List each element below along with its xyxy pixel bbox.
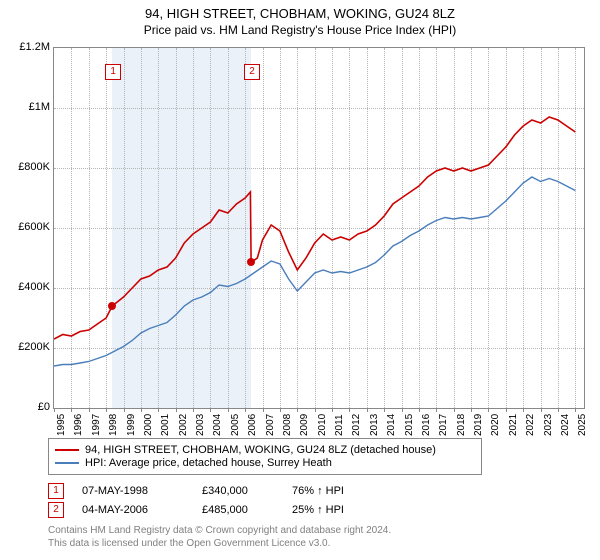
y-axis-label: £200K: [5, 341, 50, 353]
x-axis-label: 2025: [577, 414, 588, 436]
marker-label-2: 2: [244, 64, 260, 80]
legend-row-hpi: HPI: Average price, detached house, Surr…: [55, 457, 475, 469]
x-axis-label: 2003: [195, 414, 206, 436]
chart-area: 12 £0£200K£400K£600K£800K£1M£1.2M1995199…: [5, 41, 595, 436]
footer-attribution: Contains HM Land Registry data © Crown c…: [48, 525, 391, 550]
series-property: [54, 117, 575, 339]
x-axis-label: 2017: [438, 414, 449, 436]
y-axis-label: £0: [5, 401, 50, 413]
legend-label: HPI: Average price, detached house, Surr…: [85, 457, 332, 469]
x-axis-label: 1996: [73, 414, 84, 436]
line-series-svg: [54, 48, 584, 408]
x-axis-label: 2010: [317, 414, 328, 436]
transaction-price: £485,000: [202, 504, 292, 516]
x-axis-label: 2019: [473, 414, 484, 436]
x-axis-label: 1997: [91, 414, 102, 436]
x-axis-label: 2008: [282, 414, 293, 436]
x-axis-label: 2014: [386, 414, 397, 436]
x-axis-label: 1999: [126, 414, 137, 436]
x-axis-label: 2009: [299, 414, 310, 436]
chart-title: 94, HIGH STREET, CHOBHAM, WOKING, GU24 8…: [0, 0, 600, 23]
transaction-date: 07-MAY-1998: [82, 485, 202, 497]
transaction-price: £340,000: [202, 485, 292, 497]
legend-row-property: 94, HIGH STREET, CHOBHAM, WOKING, GU24 8…: [55, 444, 475, 456]
y-axis-label: £400K: [5, 281, 50, 293]
x-axis-label: 2016: [421, 414, 432, 436]
chart-container: 94, HIGH STREET, CHOBHAM, WOKING, GU24 8…: [0, 0, 600, 560]
transaction-date: 04-MAY-2006: [82, 504, 202, 516]
legend-box: 94, HIGH STREET, CHOBHAM, WOKING, GU24 8…: [48, 438, 482, 475]
chart-subtitle: Price paid vs. HM Land Registry's House …: [0, 23, 600, 41]
legend-swatch: [55, 449, 79, 451]
x-axis-label: 2005: [230, 414, 241, 436]
x-axis-label: 2018: [456, 414, 467, 436]
footer-line-2: This data is licensed under the Open Gov…: [48, 538, 391, 551]
x-axis-label: 2007: [265, 414, 276, 436]
footer-line-1: Contains HM Land Registry data © Crown c…: [48, 525, 391, 538]
x-axis-label: 1995: [56, 414, 67, 436]
x-axis-label: 2013: [369, 414, 380, 436]
y-axis-label: £600K: [5, 221, 50, 233]
x-axis-label: 2011: [334, 414, 345, 436]
transaction-hpi-delta: 25% ↑ HPI: [292, 504, 372, 516]
legend-swatch: [55, 462, 79, 464]
y-axis-label: £1M: [5, 101, 50, 113]
transaction-row-1: 1 07-MAY-1998£340,00076% ↑ HPI: [48, 483, 372, 499]
x-axis-label: 2024: [560, 414, 571, 436]
marker-dot-2: [247, 258, 255, 266]
x-axis-label: 2006: [247, 414, 258, 436]
transaction-hpi-delta: 76% ↑ HPI: [292, 485, 372, 497]
transaction-marker: 1: [48, 483, 64, 499]
y-axis-label: £1.2M: [5, 41, 50, 53]
y-axis-label: £800K: [5, 161, 50, 173]
transaction-marker: 2: [48, 502, 64, 518]
x-axis-label: 2023: [543, 414, 554, 436]
x-axis-label: 2021: [508, 414, 519, 436]
x-axis-label: 2015: [404, 414, 415, 436]
x-axis-label: 2022: [525, 414, 536, 436]
transaction-row-2: 2 04-MAY-2006£485,00025% ↑ HPI: [48, 502, 372, 518]
x-axis-label: 2001: [160, 414, 171, 436]
x-axis-label: 1998: [108, 414, 119, 436]
series-hpi: [54, 177, 575, 366]
legend-label: 94, HIGH STREET, CHOBHAM, WOKING, GU24 8…: [85, 444, 436, 456]
x-axis-label: 2020: [490, 414, 501, 436]
x-axis-label: 2004: [212, 414, 223, 436]
plot-region: 12: [53, 47, 585, 409]
x-axis-label: 2000: [143, 414, 154, 436]
marker-label-1: 1: [105, 64, 121, 80]
transaction-table: 1 07-MAY-1998£340,00076% ↑ HPI 2 04-MAY-200…: [48, 480, 372, 521]
x-axis-label: 2012: [351, 414, 362, 436]
marker-dot-1: [108, 302, 116, 310]
x-axis-label: 2002: [178, 414, 189, 436]
